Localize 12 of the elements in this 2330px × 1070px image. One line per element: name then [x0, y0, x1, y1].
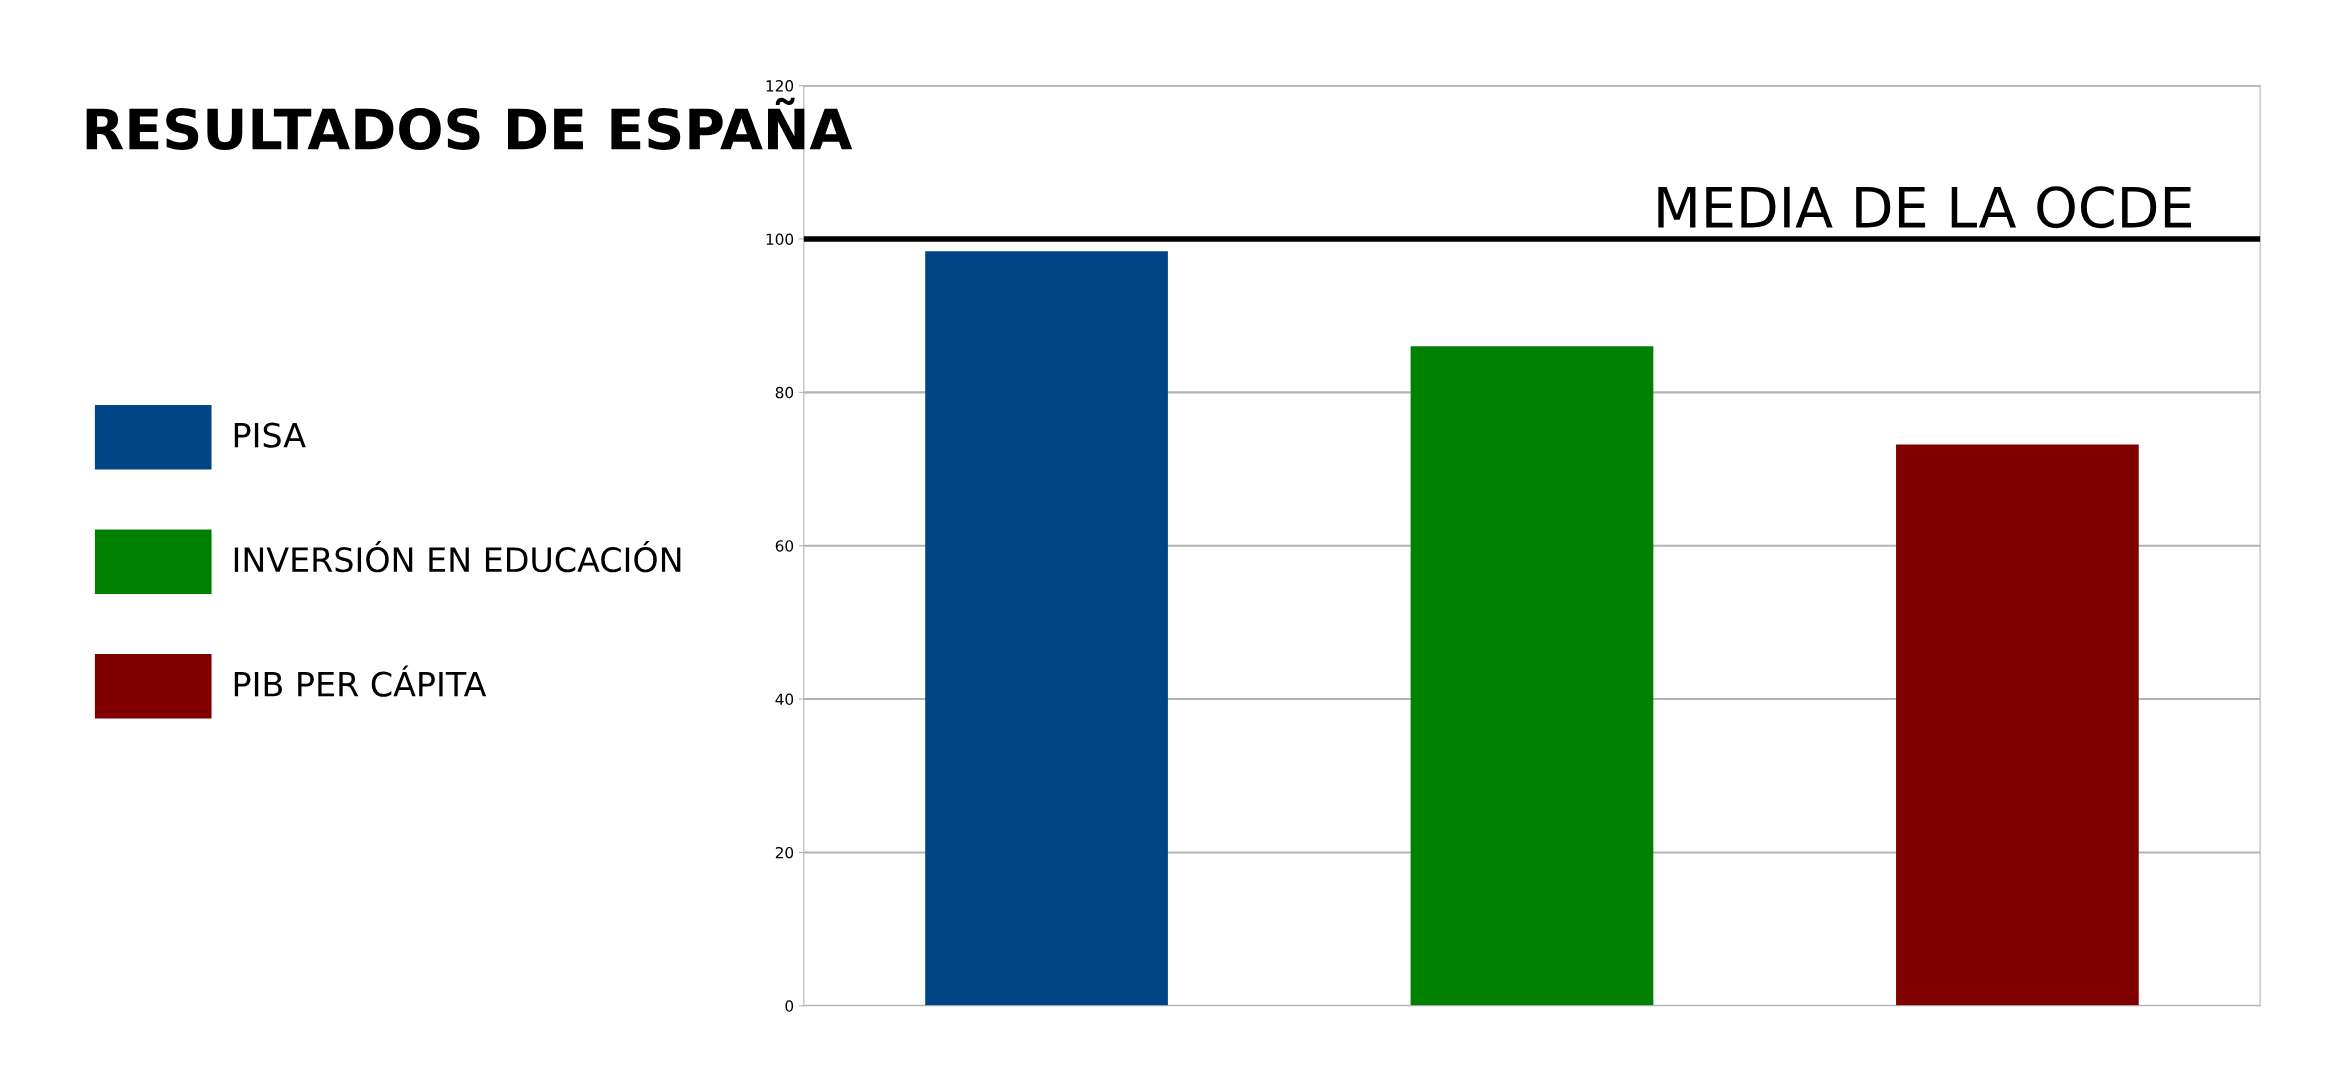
y-tick-label: 40	[775, 693, 794, 706]
ref-line-label: MEDIA DE LA OCDE	[1658, 186, 2192, 229]
y-tick-label: 60	[775, 540, 794, 552]
legend-label: PISA	[234, 422, 306, 448]
chart-title: RESULTADOS DE ESPAÑA	[86, 97, 853, 150]
y-tick-label: 20	[775, 846, 794, 859]
y-tick-label: 120	[766, 80, 794, 92]
legend-label: PIB PER CÁPITA	[234, 665, 487, 697]
y-tick-label: 100	[766, 233, 794, 245]
y-tick-label: 0	[785, 1000, 794, 1012]
y-tick-label: 80	[775, 386, 794, 399]
legend-label: INVERSIÓN EN EDUCACIÓN	[234, 540, 681, 573]
